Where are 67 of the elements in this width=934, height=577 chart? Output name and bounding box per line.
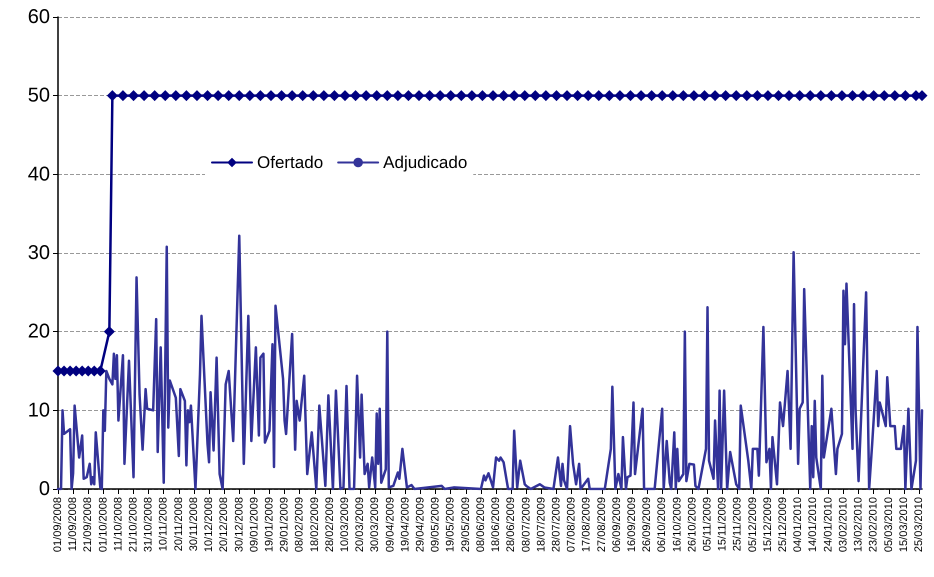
x-tick-label: 28/06/2009	[505, 497, 518, 552]
x-tick-label: 19/05/2009	[444, 497, 457, 552]
x-tick-label: 10/03/2009	[338, 497, 351, 552]
x-tick-label: 15/03/2010	[898, 497, 910, 552]
x-tick-label: 15/11/2009	[716, 497, 729, 552]
x-tick-label: 14/01/2010	[807, 497, 820, 552]
x-tick-label: 29/04/2009	[414, 497, 427, 552]
x-tick-label: 13/02/2010	[852, 497, 865, 552]
x-tick-label: 11/10/2008	[112, 497, 124, 552]
x-tick-label: 23/02/2010	[868, 497, 880, 552]
x-tick-label: 24/01/2010	[822, 497, 834, 552]
x-tick-label: 21/10/2008	[128, 497, 140, 552]
x-tick-label: 10/12/2008	[203, 497, 216, 552]
x-tick-label: 03/02/2010	[837, 497, 850, 552]
x-tick-label: 17/08/2009	[580, 497, 593, 552]
y-tick-label: 20	[28, 320, 50, 343]
x-tick-label: 06/10/2009	[656, 497, 668, 552]
x-tick-label: 16/09/2009	[626, 497, 638, 552]
x-tick-label: 05/03/2010	[882, 497, 895, 552]
y-tick-label: 30	[28, 242, 50, 264]
x-tick-label: 07/08/2009	[566, 497, 578, 552]
x-tick-label: 08/07/2009	[520, 497, 532, 552]
y-tick-label: 40	[28, 163, 50, 186]
x-tick-label: 19/04/2009	[399, 497, 412, 552]
x-tick-label: 09/01/2009	[248, 497, 260, 552]
x-tick-label: 01/09/2008	[52, 497, 64, 552]
x-tick-label: 21/09/2008	[82, 497, 94, 552]
x-tick-label: 15/12/2009	[762, 497, 774, 552]
y-tick-label: 0	[38, 478, 50, 500]
x-tick-label: 04/01/2010	[792, 497, 804, 552]
x-tick-label: 05/12/2009	[746, 497, 759, 552]
x-tick-label: 30/12/2008	[233, 497, 246, 552]
x-tick-label: 28/02/2009	[324, 497, 336, 552]
legend-label: Adjudicado	[383, 153, 468, 172]
x-tick-label: 25/12/2009	[777, 497, 790, 552]
x-tick-label: 06/09/2009	[610, 497, 623, 552]
x-tick-label: 18/07/2009	[535, 497, 548, 552]
x-tick-label: 28/07/2009	[550, 497, 562, 552]
x-tick-label: 09/04/2009	[384, 497, 396, 552]
legend-label: Ofertado	[257, 153, 324, 172]
x-tick-label: 26/09/2009	[641, 497, 654, 552]
x-tick-label: 20/12/2008	[218, 497, 230, 552]
y-tick-label: 10	[28, 399, 50, 422]
x-tick-label: 30/03/2009	[369, 497, 382, 552]
y-tick-label: 50	[28, 84, 50, 107]
x-tick-label: 01/10/2008	[97, 497, 110, 552]
x-tick-label: 25/11/2009	[732, 497, 744, 552]
x-tick-label: 26/10/2009	[686, 497, 698, 552]
x-tick-label: 18/02/2009	[308, 497, 321, 552]
x-tick-label: 29/01/2009	[278, 497, 291, 552]
x-tick-label: 05/11/2009	[702, 497, 714, 552]
x-tick-label: 29/05/2009	[460, 497, 472, 552]
x-tick-label: 30/11/2008	[188, 497, 200, 552]
x-tick-label: 08/02/2009	[294, 497, 306, 552]
x-tick-label: 16/10/2009	[671, 497, 684, 552]
x-tick-label: 09/05/2009	[430, 497, 442, 552]
x-tick-label: 20/03/2009	[354, 497, 366, 552]
x-tick-label: 20/11/2008	[172, 497, 185, 552]
x-tick-label: 18/06/2009	[490, 497, 502, 552]
x-tick-label: 31/10/2008	[142, 497, 155, 552]
x-tick-label: 25/03/2010	[912, 497, 925, 552]
x-tick-label: 08/06/2009	[474, 497, 487, 552]
x-tick-label: 27/08/2009	[596, 497, 608, 552]
x-tick-label: 11/09/2008	[67, 497, 80, 552]
x-tick-label: 19/01/2009	[263, 497, 276, 552]
y-tick-label: 60	[28, 6, 50, 28]
x-tick-label: 10/11/2008	[158, 497, 170, 552]
